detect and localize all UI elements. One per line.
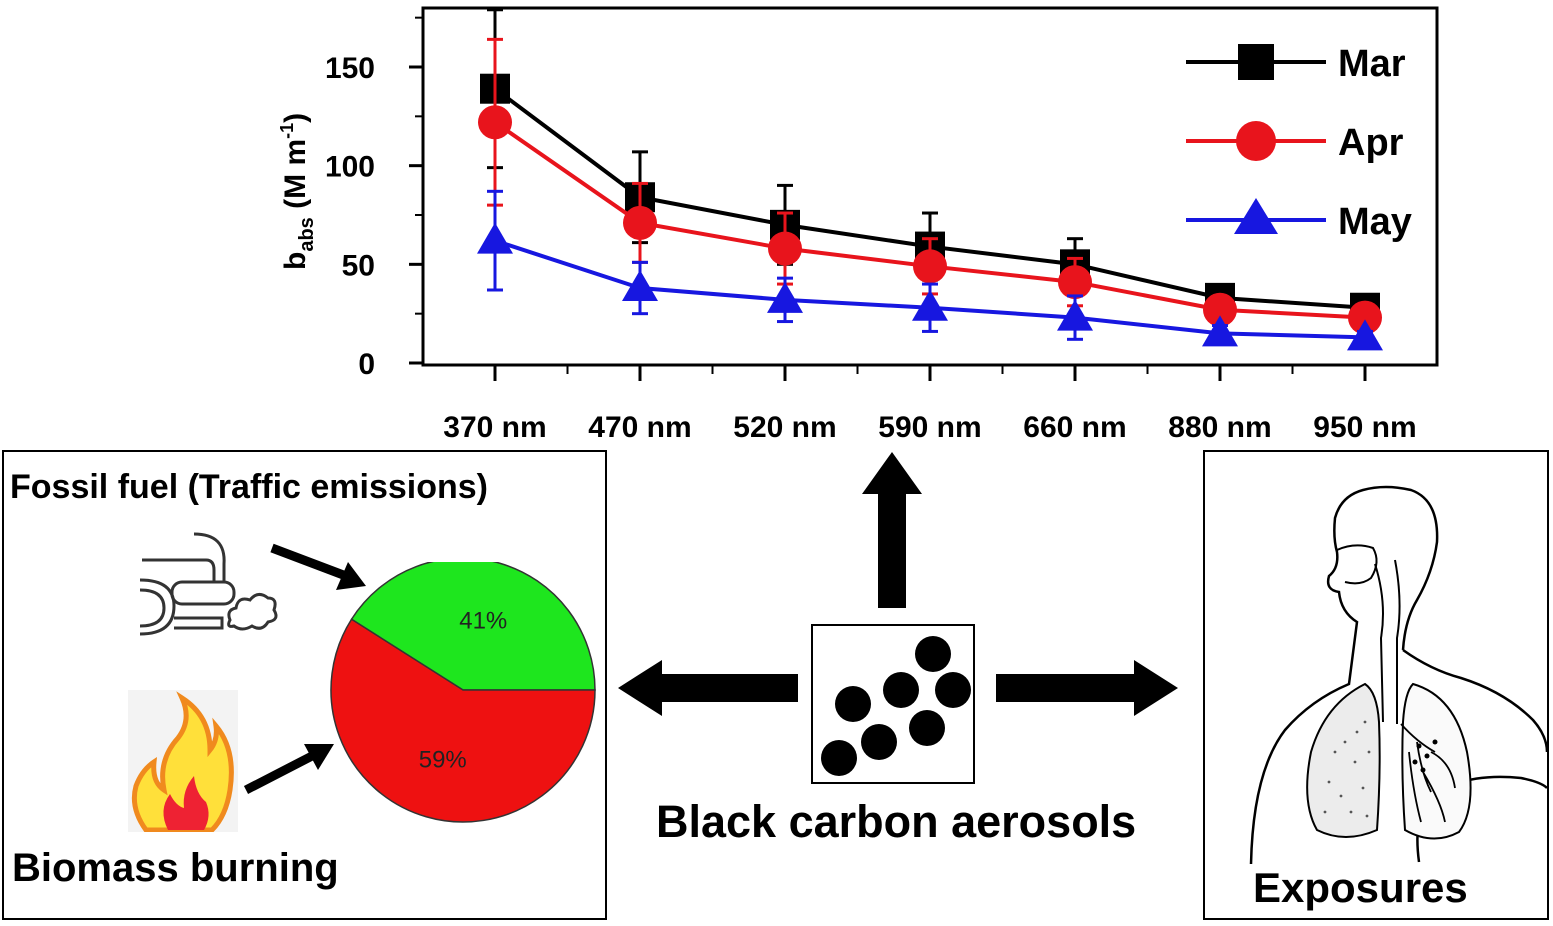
absorption-line-chart: 0 50 100 150 370 nm 470 nm 520 nm 590 nm 660 nm 8… xyxy=(277,6,1439,444)
legend-marker-apr xyxy=(1236,121,1276,161)
x-tick-label: 590 nm xyxy=(878,411,981,444)
data-point-may xyxy=(767,281,803,313)
x-tick-label: 370 nm xyxy=(443,411,546,444)
sources-panel: Fossil fuel (Traffic emissions) 41% 59% B… xyxy=(2,450,607,920)
carbon-particles-icon xyxy=(821,636,971,776)
pie-slices: 41% 59% xyxy=(330,562,596,823)
car-exhaust-icon xyxy=(139,532,278,636)
legend-label-apr: Apr xyxy=(1338,122,1404,164)
data-point-may xyxy=(477,222,513,254)
data-point-apr xyxy=(768,231,802,266)
pie-label: 59% xyxy=(419,747,467,774)
arrow-left-to-sources xyxy=(618,660,798,716)
legend-marker-may xyxy=(1234,198,1278,234)
y-tick-label: 50 xyxy=(342,249,375,282)
data-point-apr xyxy=(1203,292,1237,327)
x-tick-label: 470 nm xyxy=(588,411,691,444)
legend-label-mar: Mar xyxy=(1338,43,1406,85)
biomass-burning-label: Biomass burning xyxy=(12,846,339,890)
y-tick-label: 150 xyxy=(325,52,375,85)
x-tick-label: 660 nm xyxy=(1023,411,1126,444)
data-point-may xyxy=(1057,299,1093,331)
black-carbon-box xyxy=(811,624,975,784)
legend-label-may: May xyxy=(1338,201,1412,243)
legend-marker-mar xyxy=(1238,44,1274,80)
data-point-apr xyxy=(623,205,657,240)
arrow-fossil-to-pie xyxy=(270,543,366,590)
fire-icon xyxy=(128,690,238,832)
human-respiratory-icon xyxy=(1249,485,1547,864)
source-pie-chart: 41% 59% xyxy=(330,562,596,823)
x-tick-label: 520 nm xyxy=(733,411,836,444)
data-point-may xyxy=(622,270,658,302)
data-point-apr xyxy=(478,105,512,140)
pie-label: 41% xyxy=(459,607,507,634)
data-point-apr xyxy=(1348,300,1382,335)
data-point-may xyxy=(1347,319,1383,351)
black-carbon-label: Black carbon aerosols xyxy=(656,796,1137,847)
arrow-biomass-to-pie xyxy=(243,744,334,795)
arrow-up-to-chart xyxy=(862,452,922,608)
data-point-apr xyxy=(1058,265,1092,300)
y-tick-label: 0 xyxy=(358,348,375,381)
y-axis-label-main: b xyxy=(279,252,312,270)
chart-plot-area: 0 50 100 150 370 nm 470 nm 520 nm 590 nm 660 nm 8… xyxy=(325,6,1439,444)
arrow-right-to-exposures xyxy=(996,660,1178,716)
data-point-may xyxy=(912,289,948,321)
pie-slice-59 xyxy=(330,618,596,823)
y-tick-label: 100 xyxy=(325,151,375,184)
y-axis-label-close: ) xyxy=(279,113,312,123)
y-axis-label-units: (M m xyxy=(279,139,312,217)
exposures-panel: Exposures xyxy=(1203,450,1549,920)
fossil-fuel-label: Fossil fuel (Traffic emissions) xyxy=(10,468,489,506)
data-point-apr xyxy=(913,249,947,284)
y-axis-label-sup: -1 xyxy=(277,123,297,139)
x-tick-label: 950 nm xyxy=(1313,411,1416,444)
svg-text:babs (M m-1): babs (M m-1) xyxy=(277,113,318,270)
x-tick-label: 880 nm xyxy=(1168,411,1271,444)
y-axis-label: babs (M m-1) xyxy=(277,113,318,270)
y-axis-label-sub: abs xyxy=(296,217,318,251)
data-point-may xyxy=(1202,315,1238,347)
pie-slice-41 xyxy=(350,562,596,691)
exposures-label: Exposures xyxy=(1253,864,1468,911)
